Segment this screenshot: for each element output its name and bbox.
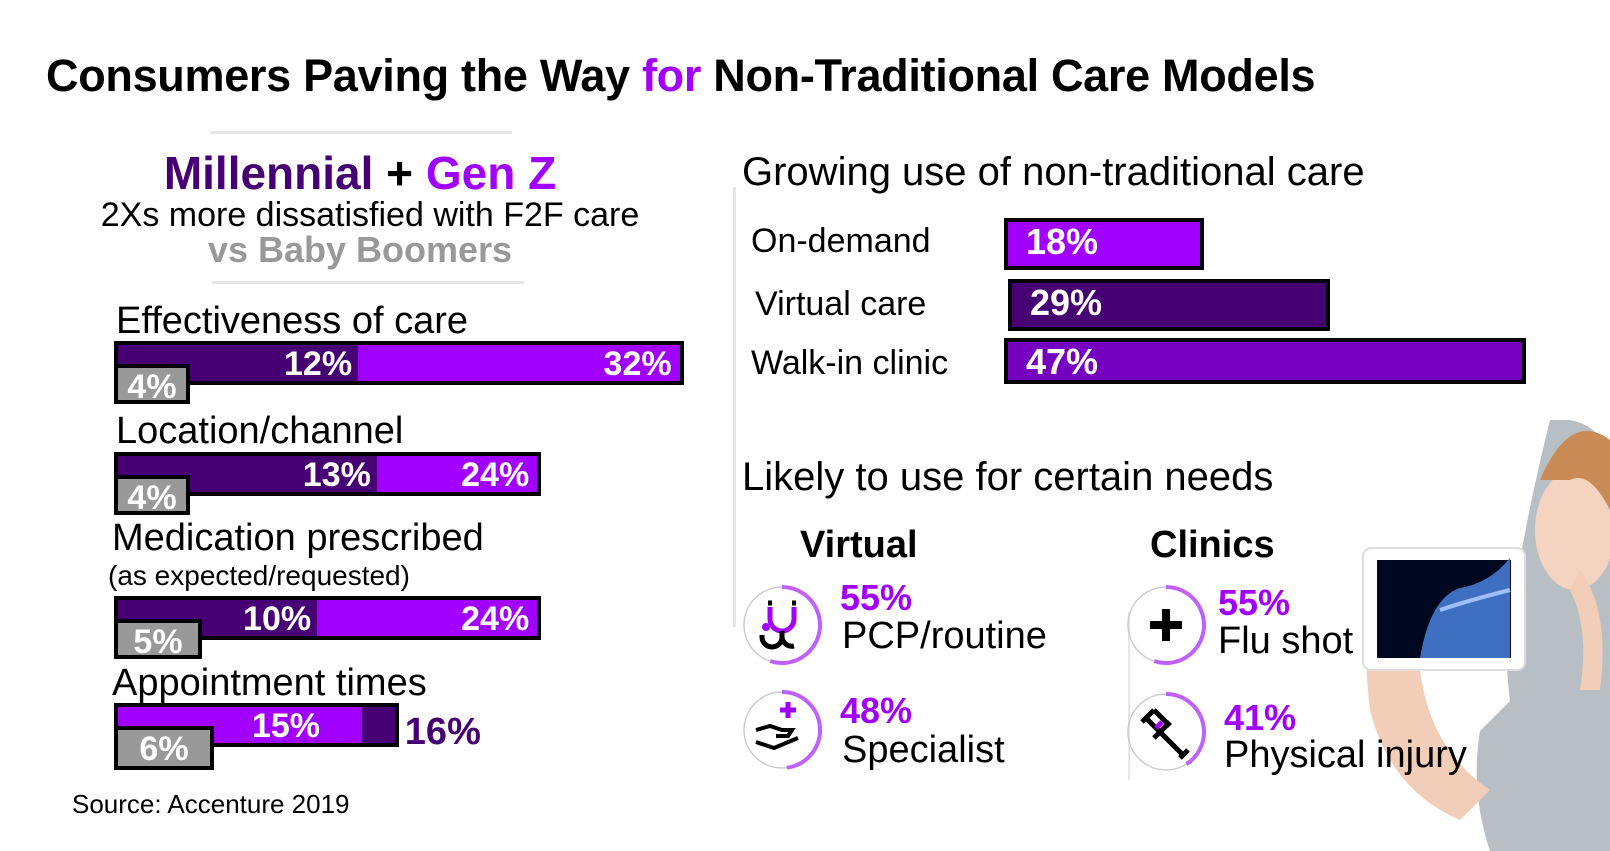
need-pcp: PCP/routine bbox=[842, 615, 1047, 657]
category-label: Virtual care bbox=[755, 285, 927, 323]
bar-baby-boomers: 6% bbox=[114, 726, 214, 770]
bar: 29% bbox=[1008, 279, 1330, 331]
value-label-boomers: 4% bbox=[127, 479, 177, 515]
stethoscope-icon bbox=[743, 585, 822, 665]
bar-baby-boomers: 5% bbox=[114, 619, 202, 659]
value-label-millennial: 12% bbox=[284, 345, 353, 383]
value-label-genz: 32% bbox=[603, 345, 672, 383]
heading-millennial: Millennial bbox=[163, 147, 374, 199]
progress-arc bbox=[1153, 585, 1206, 665]
value-label-boomers: 5% bbox=[133, 623, 183, 659]
divider-bottom bbox=[212, 281, 524, 284]
heading-genz: Gen Z bbox=[425, 147, 557, 199]
category-note: (as expected/requested) bbox=[108, 560, 410, 591]
bar: 18% bbox=[1004, 218, 1204, 270]
title-accent: for bbox=[641, 50, 702, 101]
value-label-genz: 24% bbox=[461, 456, 530, 494]
value-label-genz: 15% bbox=[251, 707, 320, 745]
growing-use-heading: Growing use of non-traditional care bbox=[742, 150, 1365, 194]
category-label: Walk-in clinic bbox=[751, 344, 949, 382]
heading-plus: + bbox=[373, 147, 426, 199]
hand-plus-icon bbox=[743, 690, 822, 770]
generation-heading: Millennial + Gen Z bbox=[120, 146, 600, 200]
column-heading-virtual: Virtual bbox=[800, 524, 918, 566]
stacked-bar: 12% 32% bbox=[114, 341, 684, 385]
title-part1: Consumers Paving the Way bbox=[46, 50, 642, 101]
value-label-millennial: 10% bbox=[243, 600, 312, 638]
category-label: Effectiveness of care bbox=[116, 300, 469, 342]
woman-xray-photo bbox=[1362, 420, 1610, 851]
need-specialist: Specialist bbox=[842, 729, 1005, 771]
vertical-divider bbox=[733, 187, 736, 627]
progress-arc bbox=[1165, 692, 1206, 766]
progress-arc bbox=[781, 690, 822, 770]
value-label-millennial: 13% bbox=[302, 456, 371, 494]
value-label-boomers: 4% bbox=[127, 368, 177, 404]
progress-arc bbox=[769, 585, 822, 665]
crutch-icon bbox=[1127, 692, 1206, 771]
pct-pcp: 55% bbox=[840, 577, 913, 618]
category-label: Location/channel bbox=[116, 410, 404, 452]
value-label-genz: 24% bbox=[461, 600, 530, 638]
pct-specialist: 48% bbox=[840, 690, 913, 731]
value-label-boomers: 6% bbox=[139, 730, 189, 768]
divider-top bbox=[210, 131, 512, 134]
need-physical-injury: Physical injury bbox=[1224, 734, 1467, 776]
needs-heading: Likely to use for certain needs bbox=[742, 455, 1274, 499]
value-label: 29% bbox=[1030, 282, 1103, 323]
comparison-label: vs Baby Boomers bbox=[207, 229, 513, 270]
value-label-millennial: 16% bbox=[404, 711, 481, 753]
title-part2: Non-Traditional Care Models bbox=[701, 50, 1316, 101]
needs-divider bbox=[1128, 612, 1130, 780]
value-label: 47% bbox=[1026, 341, 1099, 382]
source-note: Source: Accenture 2019 bbox=[72, 789, 350, 819]
category-label: Medication prescribed bbox=[112, 517, 484, 559]
pct-physical-injury: 41% bbox=[1224, 697, 1297, 738]
bar-baby-boomers: 4% bbox=[114, 364, 190, 404]
category-label: Appointment times bbox=[112, 662, 427, 704]
need-flu-shot: Flu shot bbox=[1218, 620, 1354, 662]
page-title: Consumers Paving the Way for Non-Traditi… bbox=[46, 50, 1316, 102]
category-label: On-demand bbox=[751, 222, 931, 260]
column-heading-clinics: Clinics bbox=[1150, 524, 1275, 566]
pct-flu-shot: 55% bbox=[1218, 582, 1291, 623]
subheading: 2Xs more dissatisfied with F2F care bbox=[100, 196, 640, 234]
bar-baby-boomers: 4% bbox=[114, 475, 190, 515]
bar: 47% bbox=[1004, 338, 1526, 384]
plus-icon bbox=[1127, 585, 1206, 665]
value-label: 18% bbox=[1026, 221, 1099, 262]
